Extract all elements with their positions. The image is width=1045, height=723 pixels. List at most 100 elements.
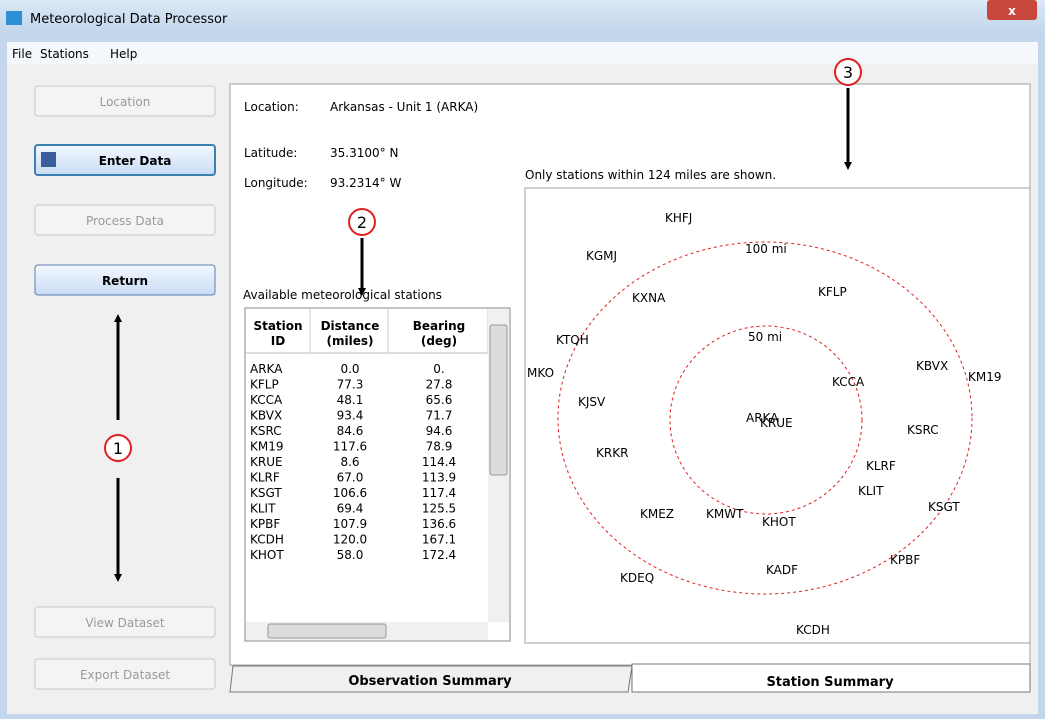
table-cell: 117.4 — [422, 486, 456, 500]
table-cell: 125.5 — [422, 502, 456, 516]
h-scroll-thumb[interactable] — [268, 624, 386, 638]
tab-label[interactable]: Observation Summary — [348, 674, 512, 689]
help-icon — [41, 152, 56, 167]
table-cell: 71.7 — [426, 409, 453, 423]
station-label: KRUE — [760, 416, 793, 430]
station-label: KMEZ — [640, 507, 674, 521]
table-cell: KLRF — [250, 471, 280, 485]
station-label: KSGT — [928, 500, 960, 514]
station-label: KLRF — [866, 459, 896, 473]
close-icon: x — [1008, 4, 1016, 18]
station-label: KADF — [766, 563, 798, 577]
table-cell: 117.6 — [333, 440, 367, 454]
column-header: Station — [253, 319, 302, 333]
longitude-value: 93.2314° W — [330, 176, 401, 190]
table-cell: 113.9 — [422, 471, 456, 485]
station-label: KXNA — [632, 291, 666, 305]
longitude-label: Longitude: — [244, 176, 308, 190]
station-label: KBVX — [916, 359, 948, 373]
table-caption: Available meteorological stations — [243, 288, 442, 302]
button-label[interactable]: View Dataset — [85, 616, 165, 630]
table-cell: KPBF — [250, 517, 280, 531]
table-cell: 0.0 — [340, 362, 359, 376]
table-cell: KLIT — [250, 502, 276, 516]
station-label: KDEQ — [620, 571, 654, 585]
table-cell: 69.4 — [337, 502, 364, 516]
table-cell: KSRC — [250, 424, 282, 438]
button-label[interactable]: Location — [100, 95, 151, 109]
station-label: KFLP — [818, 285, 847, 299]
button-label[interactable]: Process Data — [86, 214, 164, 228]
table-cell: 58.0 — [337, 548, 364, 562]
location-value: Arkansas - Unit 1 (ARKA) — [330, 100, 478, 114]
column-header: ID — [271, 334, 285, 348]
station-label: KJSV — [578, 395, 606, 409]
table-cell: KCCA — [250, 393, 283, 407]
column-header: Distance — [321, 319, 380, 333]
table-cell: 65.6 — [426, 393, 453, 407]
column-header: Bearing — [413, 319, 466, 333]
tab-label[interactable]: Station Summary — [766, 675, 894, 690]
menu-bar — [7, 42, 1038, 64]
station-label: KCCA — [832, 375, 865, 389]
table-cell: 0. — [433, 362, 444, 376]
station-table — [245, 308, 510, 641]
table-cell: 136.6 — [422, 517, 456, 531]
menu-item[interactable]: Help — [110, 47, 137, 61]
menu-item[interactable]: Stations — [40, 47, 89, 61]
table-cell: KSGT — [250, 486, 282, 500]
v-scroll-thumb[interactable] — [490, 325, 507, 475]
station-label: KSRC — [907, 423, 939, 437]
window-title: Meteorological Data Processor — [30, 12, 228, 27]
table-cell: 106.6 — [333, 486, 367, 500]
ring-label: 50 mi — [748, 330, 782, 344]
button-label[interactable]: Export Dataset — [80, 668, 170, 682]
station-label: MKO — [527, 366, 554, 380]
table-cell: 77.3 — [337, 378, 364, 392]
table-cell: KBVX — [250, 409, 282, 423]
latitude-value: 35.3100° N — [330, 146, 398, 160]
table-cell: 107.9 — [333, 517, 367, 531]
ring-label: 100 mi — [745, 242, 787, 256]
column-header: (deg) — [421, 334, 457, 348]
table-cell: 27.8 — [426, 378, 453, 392]
table-cell: 94.6 — [426, 424, 453, 438]
station-label: KM19 — [968, 370, 1002, 384]
station-label: KPBF — [890, 553, 920, 567]
app-icon — [6, 11, 22, 25]
callout-number: 3 — [843, 63, 853, 82]
station-label: KMWT — [706, 507, 744, 521]
station-label: KLIT — [858, 484, 884, 498]
station-label: KRKR — [596, 446, 628, 460]
table-cell: 167.1 — [422, 533, 456, 547]
button-label[interactable]: Return — [102, 274, 148, 288]
table-cell: 84.6 — [337, 424, 364, 438]
table-cell: 114.4 — [422, 455, 456, 469]
table-cell: KRUE — [250, 455, 283, 469]
table-cell: 8.6 — [340, 455, 359, 469]
table-cell: KFLP — [250, 378, 279, 392]
station-label: KGMJ — [586, 249, 617, 263]
callout-number: 1 — [113, 439, 123, 458]
station-label: KCDH — [796, 623, 830, 637]
map-note: Only stations within 124 miles are shown… — [525, 168, 776, 182]
latitude-label: Latitude: — [244, 146, 297, 160]
table-cell: 120.0 — [333, 533, 367, 547]
location-label: Location: — [244, 100, 299, 114]
table-cell: ARKA — [250, 362, 283, 376]
station-label: KHFJ — [665, 211, 692, 225]
table-cell: KHOT — [250, 548, 284, 562]
table-cell: 93.4 — [337, 409, 364, 423]
table-cell: KCDH — [250, 533, 284, 547]
app-window: Meteorological Data Processor x File Stat… — [0, 0, 1045, 719]
callout-number: 2 — [357, 213, 367, 232]
station-label: KTQH — [556, 333, 589, 347]
table-cell: 78.9 — [426, 440, 453, 454]
button-label[interactable]: Enter Data — [99, 154, 172, 168]
table-cell: 172.4 — [422, 548, 456, 562]
table-cell: 67.0 — [337, 471, 364, 485]
station-label: KHOT — [762, 515, 796, 529]
table-cell: 48.1 — [337, 393, 364, 407]
column-header: (miles) — [327, 334, 374, 348]
menu-item[interactable]: File — [12, 47, 32, 61]
